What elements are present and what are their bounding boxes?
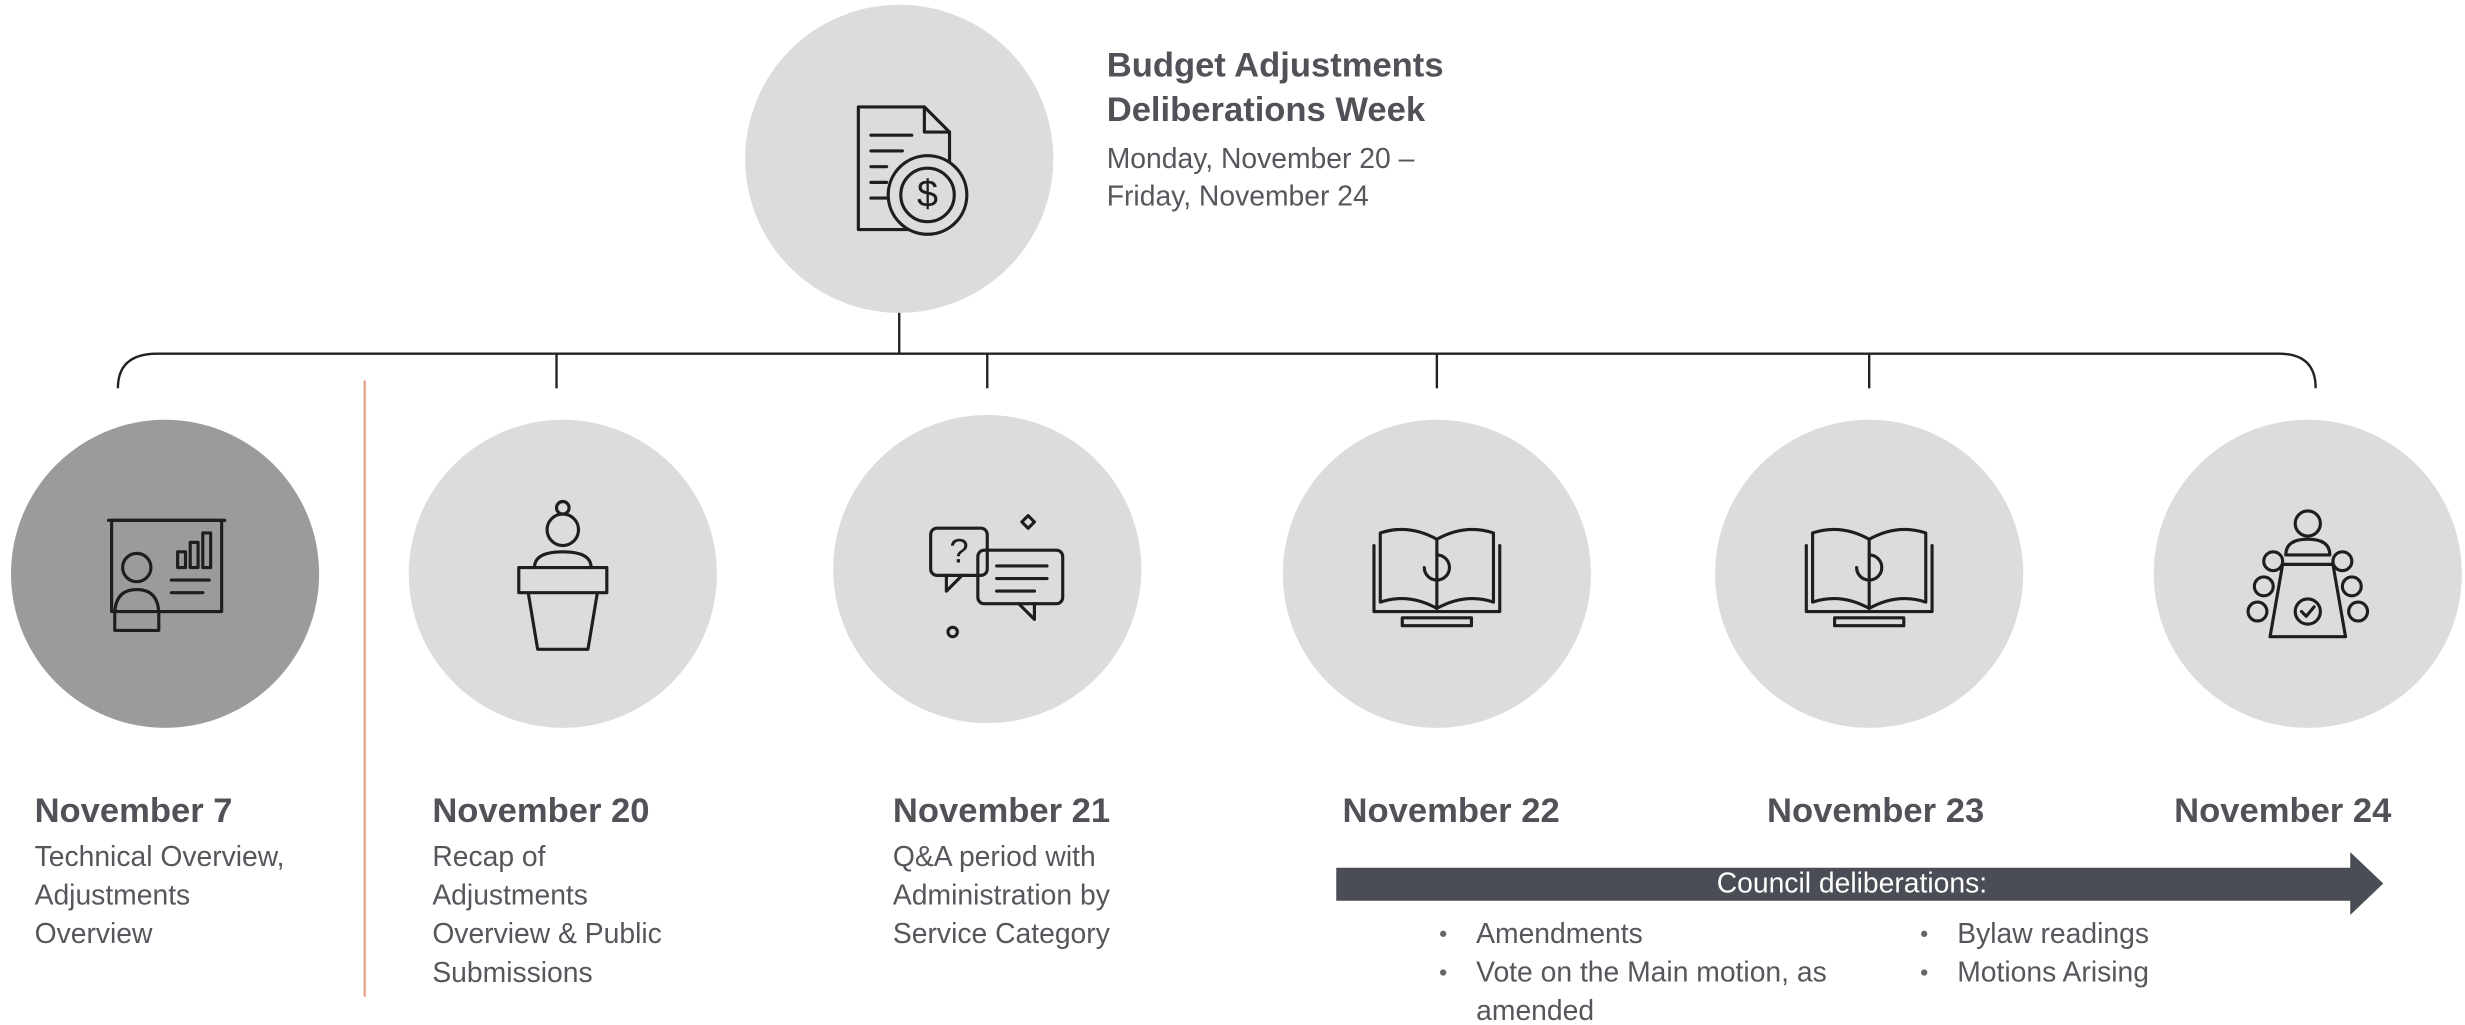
- event-description: Technical Overview,: [35, 840, 285, 872]
- deliberation-item: Motions Arising: [1957, 956, 2149, 988]
- tree-connectors: [116, 312, 2317, 389]
- deliberation-item: Amendments: [1476, 917, 1643, 949]
- event-date: November 7: [35, 792, 233, 830]
- podium-icon: [517, 499, 609, 651]
- book-icon: [1804, 527, 1934, 628]
- event-description: Overview & Public: [432, 917, 661, 949]
- event-date: November 20: [432, 792, 649, 830]
- deliberation-item: Bylaw readings: [1957, 917, 2149, 949]
- qa-icon: ?: [929, 514, 1065, 639]
- bullet: [1921, 930, 1928, 937]
- deliberations-arrow: [1336, 852, 2384, 915]
- meeting-icon: [2246, 509, 2370, 639]
- event-date: November 21: [893, 792, 1110, 830]
- event-description: Service Category: [893, 917, 1111, 949]
- dollar-glyph: $: [917, 172, 938, 214]
- bullet: [1921, 969, 1928, 976]
- event-date: November 24: [2174, 792, 2392, 830]
- header-circle: [745, 4, 1054, 313]
- bullet: [1440, 969, 1447, 976]
- bullet: [1440, 930, 1447, 937]
- event-description: Recap of: [432, 840, 545, 872]
- budget-icon: $: [856, 105, 969, 236]
- event-description: Administration by: [893, 878, 1111, 910]
- header-title: Deliberations Week: [1107, 91, 1426, 129]
- event-description: Adjustments: [35, 878, 191, 910]
- event-date: November 23: [1767, 792, 1984, 830]
- book-icon: [1372, 527, 1502, 628]
- event-description: Overview: [35, 917, 153, 949]
- event-circles: [11, 415, 2462, 728]
- presentation-icon: [106, 518, 227, 632]
- event-date: November 22: [1343, 792, 1560, 830]
- header-subtitle: Friday, November 24: [1107, 180, 1369, 212]
- deliberation-item: amended: [1476, 994, 1594, 1025]
- question-glyph: ?: [949, 533, 968, 571]
- deliberation-item: Vote on the Main motion, as: [1476, 956, 1827, 988]
- header-subtitle: Monday, November 20 –: [1107, 142, 1415, 174]
- deliberations-label: Council deliberations:: [1717, 867, 1987, 899]
- event-description: Adjustments: [432, 878, 588, 910]
- event-description: Submissions: [432, 956, 592, 988]
- event-description: Q&A period with: [893, 840, 1096, 872]
- header-title: Budget Adjustments: [1107, 47, 1444, 85]
